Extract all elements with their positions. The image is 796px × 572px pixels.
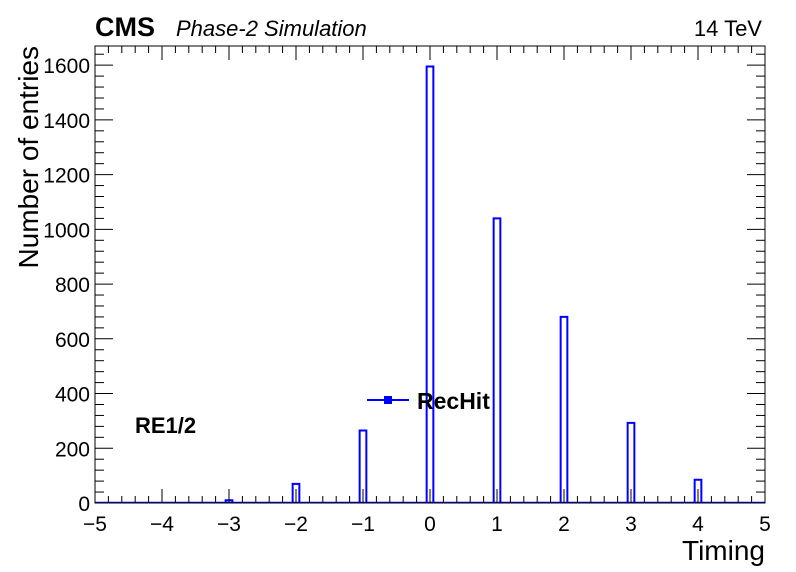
histogram-bin xyxy=(626,421,636,503)
legend-square-marker xyxy=(384,396,392,404)
x-tick-label: 4 xyxy=(692,513,704,536)
plot-frame xyxy=(94,45,766,504)
y-tick-label: 1200 xyxy=(43,165,90,188)
axis-ticks xyxy=(94,46,766,504)
y-tick-label: 600 xyxy=(55,329,90,352)
y-tick-label: 1000 xyxy=(43,219,90,242)
legend-entry-rechit: RecHit xyxy=(417,388,490,414)
y-tick-label: 800 xyxy=(55,274,90,297)
y-tick-label: 400 xyxy=(55,384,90,407)
cms-label: CMS xyxy=(95,12,155,42)
x-tick-label: 1 xyxy=(491,513,503,536)
x-tick-label: −2 xyxy=(284,513,308,536)
x-tick-label: 5 xyxy=(759,513,771,536)
y-tick-label: 0 xyxy=(78,493,90,516)
histogram-bin xyxy=(693,478,703,503)
x-tick-label: 3 xyxy=(625,513,637,536)
histogram-bin xyxy=(492,217,502,503)
x-tick-label: 2 xyxy=(558,513,570,536)
histogram-bin xyxy=(425,65,435,503)
phase2-simulation-label: Phase-2 Simulation xyxy=(176,16,367,41)
y-tick-label: 1400 xyxy=(43,110,90,133)
x-tick-labels: −5 −4 −3 −2 −1 0 1 2 3 4 5 xyxy=(83,513,771,536)
region-annotation: RE1/2 xyxy=(135,413,196,438)
legend: RecHit xyxy=(367,388,490,414)
y-tick-labels: 0 200 400 600 800 1000 1200 1400 1600 xyxy=(43,55,90,516)
x-tick-label: 0 xyxy=(424,513,436,536)
x-axis-label: Timing xyxy=(682,535,765,566)
x-tick-label: −3 xyxy=(217,513,241,536)
y-axis-label: Number of entries xyxy=(13,46,44,269)
x-tick-label: −1 xyxy=(351,513,375,536)
y-tick-label: 1600 xyxy=(43,55,90,78)
histogram-bin xyxy=(358,429,368,503)
histogram-bin xyxy=(559,315,569,503)
energy-label: 14 TeV xyxy=(694,16,762,41)
x-tick-label: −4 xyxy=(150,513,174,536)
x-tick-label: −5 xyxy=(83,513,107,536)
y-tick-label: 200 xyxy=(55,438,90,461)
histogram-bin xyxy=(291,482,301,503)
